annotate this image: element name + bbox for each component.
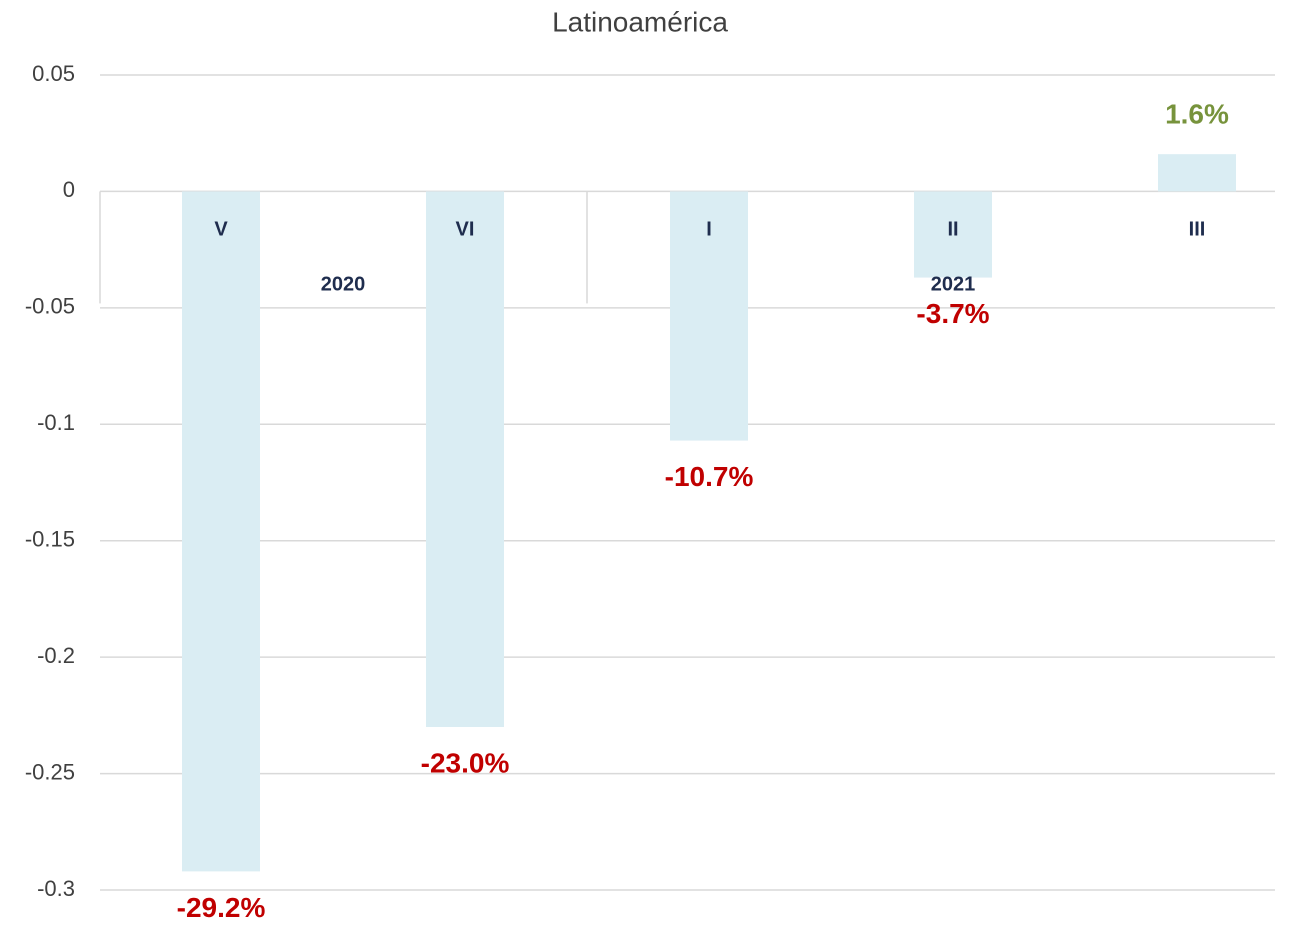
x-tick-label: VI — [456, 219, 475, 241]
y-tick-label: -0.1 — [37, 410, 75, 435]
y-tick-label: -0.2 — [37, 643, 75, 668]
y-tick-label: -0.25 — [25, 759, 75, 784]
value-label: 1.6% — [1165, 99, 1229, 130]
y-tick-label: 0 — [63, 177, 75, 202]
value-label: -23.0% — [421, 747, 510, 778]
y-tick-label: -0.15 — [25, 527, 75, 552]
bar — [914, 191, 992, 278]
bar — [670, 191, 748, 441]
bar — [182, 191, 260, 872]
x-tick-label: III — [1189, 219, 1206, 241]
group-label: 2021 — [931, 274, 976, 296]
y-tick-label: 0.05 — [32, 61, 75, 86]
x-tick-label: I — [706, 219, 712, 241]
value-label: -10.7% — [665, 461, 754, 492]
x-tick-label: V — [214, 219, 228, 241]
bar — [1158, 154, 1236, 192]
x-tick-label: II — [947, 219, 958, 241]
chart-title: Latinoamérica — [552, 6, 728, 37]
group-label: 2020 — [321, 274, 366, 296]
value-label: -29.2% — [177, 892, 266, 923]
y-tick-label: -0.05 — [25, 294, 75, 319]
value-label: -3.7% — [916, 298, 989, 329]
y-tick-label: -0.3 — [37, 876, 75, 901]
bar — [426, 191, 504, 727]
